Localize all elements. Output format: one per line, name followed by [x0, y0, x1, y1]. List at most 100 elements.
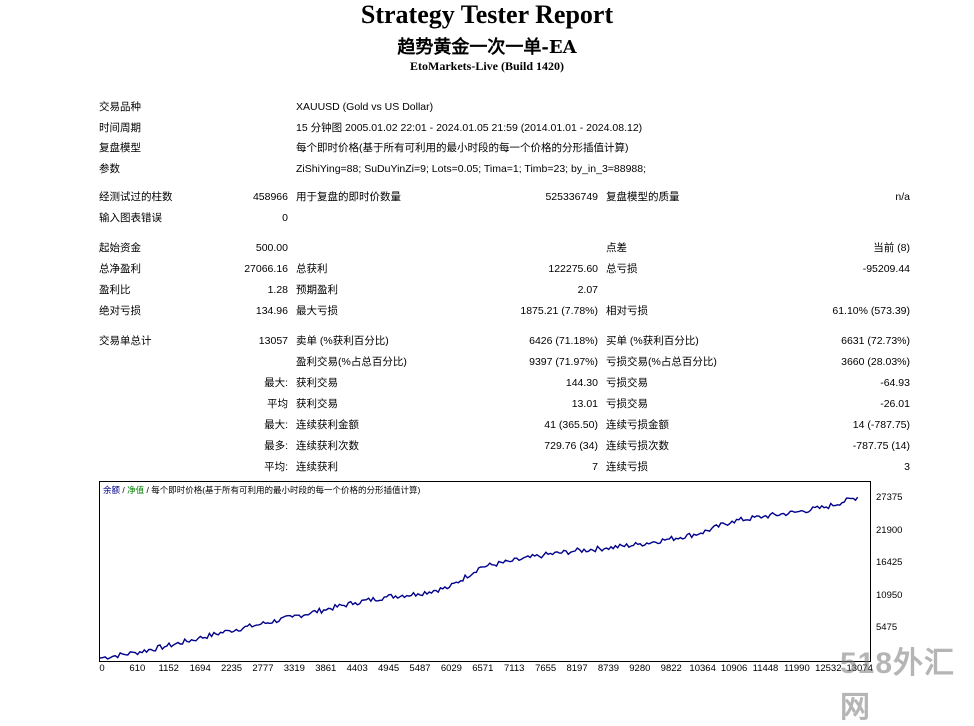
x-tick-label: 1152: [158, 663, 179, 674]
x-tick-label: 6029: [440, 663, 462, 674]
y-tick-label: 10950: [876, 589, 903, 601]
x-tick-label: 2235: [220, 663, 243, 674]
profit-factor-label: 盈利比: [99, 284, 131, 296]
x-tick-label: 9280: [629, 663, 651, 674]
params-value: ZiShiYing=88; SuDuYinZi=9; Lots=0.05; Ti…: [296, 163, 647, 175]
legend-balance: 余额: [103, 485, 121, 495]
loss-trades-label: 亏损交易(%占总百分比): [606, 356, 717, 368]
net-profit-value: 27066.16: [244, 263, 288, 275]
symbol-label: 交易品种: [99, 101, 141, 113]
total-trades-label: 交易单总计: [99, 335, 152, 347]
errors-value: 0: [282, 212, 288, 224]
x-tick-label: 12532: [815, 663, 842, 674]
max-drawdown-value: 1875.21 (7.78%): [520, 305, 598, 317]
spread-label: 点差: [606, 242, 627, 254]
y-tick-label: 21900: [876, 524, 903, 536]
ticks-value: 525336749: [545, 191, 598, 203]
ea-name: 趋势黄金一次一单-EA: [397, 37, 577, 58]
period-label: 时间周期: [99, 122, 141, 134]
x-tick-label: 11448: [752, 663, 779, 674]
model-label: 复盘模型: [99, 142, 141, 154]
deposit-value: 500.00: [255, 242, 288, 254]
x-tick-label: 1694: [189, 663, 211, 674]
consec-profit-value: 729.76 (34): [544, 440, 598, 452]
avg-consec-win-value: 7: [592, 461, 598, 473]
x-tick-label: 2777: [252, 663, 274, 674]
y-tick-label: 16425: [876, 557, 903, 569]
avg-consec-loss-label: 连续亏损: [606, 461, 648, 473]
rel-drawdown-label: 相对亏损: [606, 305, 648, 317]
errors-label: 输入图表错误: [99, 212, 162, 224]
server-name: EtoMarkets-Live (Build 1420): [410, 59, 564, 73]
x-tick-label: 6571: [472, 663, 494, 674]
x-tick-label: 4403: [346, 663, 368, 674]
max-drawdown-label: 最大亏损: [296, 305, 338, 317]
x-tick-label: 3319: [283, 663, 305, 674]
avg-consec-loss-value: 3: [904, 461, 910, 473]
abs-drawdown-value: 134.96: [255, 305, 288, 317]
y-tick-label: 5475: [876, 622, 898, 634]
balance-line: [99, 496, 859, 660]
avg-consec-win-label: 连续获利: [296, 461, 338, 473]
consec-loss-label: 连续亏损金额: [606, 419, 669, 431]
largest-loss-label: 亏损交易: [606, 377, 648, 389]
bars-value: 458966: [252, 191, 288, 203]
x-tick-label: 10364: [689, 663, 716, 674]
legend-sep-2: /: [144, 485, 152, 495]
largest-loss-value: -64.93: [880, 377, 910, 389]
long-trades-label: 买单 (%获利百分比): [606, 335, 699, 347]
gross-loss-label: 总亏损: [606, 263, 638, 275]
y-tick-label: 27375: [876, 492, 903, 504]
abs-drawdown-label: 绝对亏损: [99, 305, 141, 317]
avg-loss-label: 亏损交易: [606, 398, 648, 410]
quality-value: n/a: [895, 191, 910, 203]
symbol-value: XAUUSD (Gold vs US Dollar): [296, 101, 434, 113]
consec-win-value: 41 (365.50): [544, 419, 598, 431]
consec-loss-value: 14 (-787.75): [852, 419, 910, 431]
balance-chart: [99, 481, 871, 662]
net-profit-label: 总净盈利: [99, 263, 141, 275]
gross-profit-label: 总获利: [296, 263, 328, 275]
consec-profit-label: 连续获利次数: [296, 440, 359, 452]
x-tick-label: 0: [99, 663, 105, 674]
avg-win-label: 获利交易: [296, 398, 338, 410]
x-tick-label: 610: [129, 663, 146, 674]
period-value: 15 分钟图 2005.01.02 22:01 - 2024.01.05 21:…: [296, 122, 643, 134]
gross-loss-value: -95209.44: [862, 263, 910, 275]
model-value: 每个即时价格(基于所有可利用的最小时段的每一个价格的分形插值计算): [296, 142, 629, 154]
x-tick-label: 4945: [378, 663, 400, 674]
x-tick-label: 11990: [784, 663, 810, 674]
report-title: Strategy Tester Report: [360, 0, 614, 29]
max-prefix: 最大:: [264, 377, 288, 389]
x-tick-label: 8739: [597, 663, 620, 674]
win-trades-value: 9397 (71.97%): [529, 356, 598, 368]
loss-trades-value: 3660 (28.03%): [841, 356, 910, 368]
avg-win-value: 13.01: [571, 398, 598, 410]
x-tick-label: 10906: [720, 663, 748, 674]
consec-lossamt-label: 连续亏损次数: [606, 440, 669, 452]
deposit-label: 起始资金: [99, 242, 141, 254]
rel-drawdown-value: 61.10% (573.39): [832, 305, 910, 317]
x-tick-label: 7113: [504, 663, 525, 674]
win-trades-label: 盈利交易(%占总百分比): [296, 356, 407, 368]
x-tick-label: 8197: [566, 663, 588, 674]
ticks-label: 用于复盘的即时价数量: [296, 191, 401, 203]
x-tick-label: 5487: [409, 663, 431, 674]
avg-prefix: 平均: [267, 398, 288, 410]
legend-sep-1: /: [120, 485, 128, 495]
gross-profit-value: 122275.60: [548, 263, 598, 275]
expected-payoff-value: 2.07: [577, 284, 598, 296]
balance-chart-svg: [99, 496, 859, 660]
legend-equity: 净值: [127, 485, 145, 495]
x-tick-label: 9822: [660, 663, 682, 674]
avg-loss-value: -26.01: [880, 398, 910, 410]
largest-win-value: 144.30: [565, 377, 598, 389]
params-label: 参数: [99, 163, 120, 175]
short-trades-value: 6426 (71.18%): [529, 335, 598, 347]
legend-model: 每个即时价格(基于所有可利用的最小时段的每一个价格的分形插值计算): [151, 485, 421, 495]
avg2-prefix: 平均:: [264, 461, 288, 473]
short-trades-label: 卖单 (%获利百分比): [296, 335, 389, 347]
chart-legend: 余额 / 净值 / 每个即时价格(基于所有可利用的最小时段的每一个价格的分形插值…: [103, 484, 420, 496]
profit-factor-value: 1.28: [267, 284, 288, 296]
bars-label: 经测试过的柱数: [99, 191, 173, 203]
